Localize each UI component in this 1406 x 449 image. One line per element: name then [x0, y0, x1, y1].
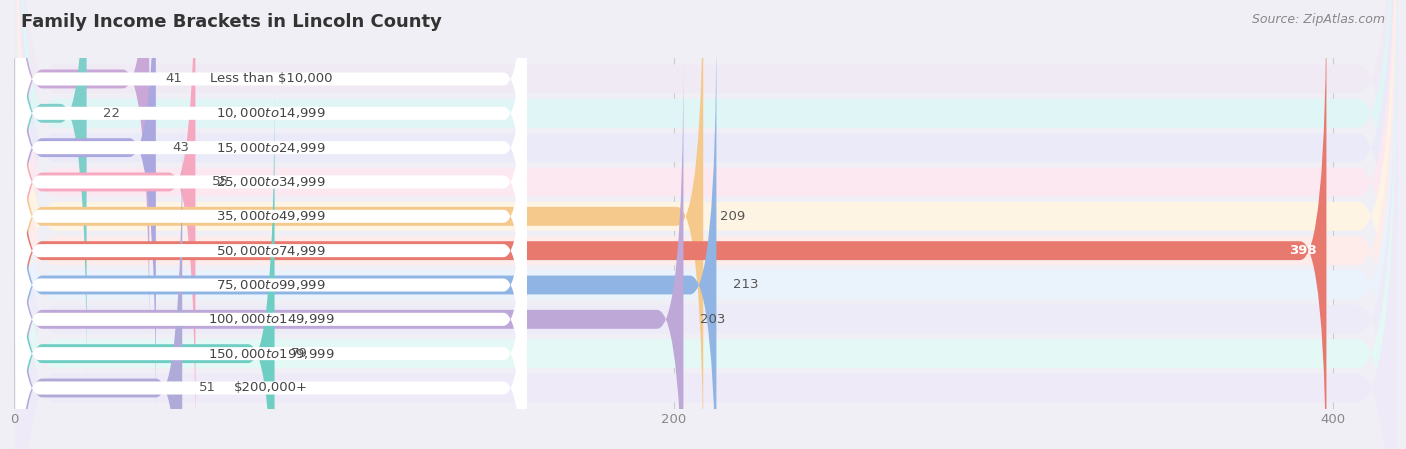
Text: 43: 43: [173, 141, 190, 154]
Text: $50,000 to $74,999: $50,000 to $74,999: [217, 244, 326, 258]
FancyBboxPatch shape: [15, 0, 1398, 449]
FancyBboxPatch shape: [15, 17, 527, 449]
Text: 55: 55: [212, 176, 229, 189]
Text: $150,000 to $199,999: $150,000 to $199,999: [208, 347, 335, 361]
Text: $35,000 to $49,999: $35,000 to $49,999: [217, 209, 326, 223]
FancyBboxPatch shape: [15, 0, 149, 344]
FancyBboxPatch shape: [15, 0, 1398, 449]
FancyBboxPatch shape: [15, 0, 703, 449]
FancyBboxPatch shape: [15, 0, 1398, 449]
FancyBboxPatch shape: [15, 0, 1398, 449]
FancyBboxPatch shape: [15, 123, 183, 449]
Text: 22: 22: [103, 107, 120, 120]
FancyBboxPatch shape: [15, 0, 87, 379]
Text: $200,000+: $200,000+: [235, 382, 308, 395]
Text: 398: 398: [1289, 244, 1316, 257]
Text: $15,000 to $24,999: $15,000 to $24,999: [217, 141, 326, 154]
FancyBboxPatch shape: [15, 85, 527, 449]
FancyBboxPatch shape: [15, 0, 1398, 449]
FancyBboxPatch shape: [15, 0, 1398, 449]
Text: Less than $10,000: Less than $10,000: [209, 72, 332, 85]
FancyBboxPatch shape: [15, 51, 527, 449]
FancyBboxPatch shape: [15, 0, 527, 382]
Text: 41: 41: [166, 72, 183, 85]
FancyBboxPatch shape: [15, 0, 527, 313]
FancyBboxPatch shape: [15, 120, 527, 449]
FancyBboxPatch shape: [15, 0, 156, 413]
Text: 209: 209: [720, 210, 745, 223]
FancyBboxPatch shape: [15, 0, 527, 449]
FancyBboxPatch shape: [15, 20, 717, 449]
FancyBboxPatch shape: [15, 0, 527, 416]
FancyBboxPatch shape: [15, 0, 1398, 449]
FancyBboxPatch shape: [15, 0, 1326, 449]
Text: $75,000 to $99,999: $75,000 to $99,999: [217, 278, 326, 292]
FancyBboxPatch shape: [15, 54, 683, 449]
FancyBboxPatch shape: [15, 154, 527, 449]
Text: $25,000 to $34,999: $25,000 to $34,999: [217, 175, 326, 189]
FancyBboxPatch shape: [15, 88, 274, 449]
Text: 213: 213: [733, 278, 758, 291]
Text: Source: ZipAtlas.com: Source: ZipAtlas.com: [1251, 13, 1385, 26]
FancyBboxPatch shape: [15, 0, 1398, 449]
Text: $100,000 to $149,999: $100,000 to $149,999: [208, 313, 335, 326]
FancyBboxPatch shape: [15, 0, 1398, 449]
Text: 203: 203: [700, 313, 725, 326]
Text: 79: 79: [291, 347, 308, 360]
FancyBboxPatch shape: [15, 0, 527, 347]
Text: $10,000 to $14,999: $10,000 to $14,999: [217, 106, 326, 120]
FancyBboxPatch shape: [15, 0, 1398, 449]
Text: 51: 51: [198, 382, 215, 395]
FancyBboxPatch shape: [15, 0, 195, 447]
Text: Family Income Brackets in Lincoln County: Family Income Brackets in Lincoln County: [21, 13, 441, 31]
